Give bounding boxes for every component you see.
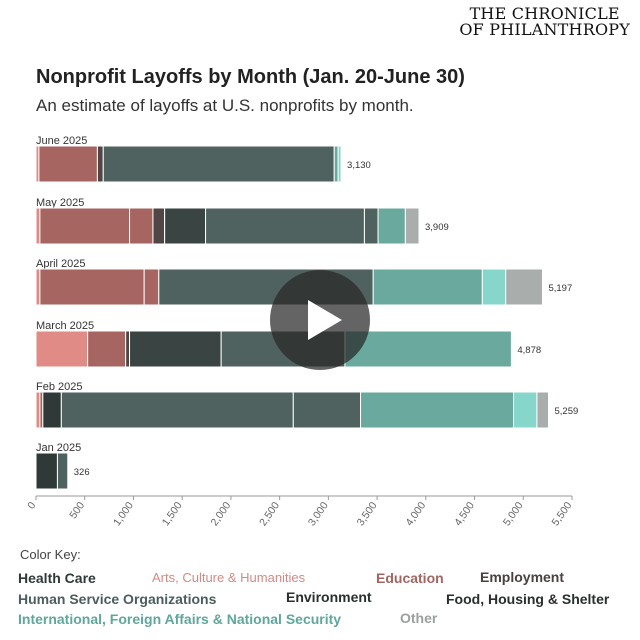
legend-item: Other	[400, 610, 438, 626]
legend-item: Environment	[286, 589, 372, 605]
legend-item: Education	[376, 570, 444, 586]
chart-subtitle: An estimate of layoffs at U.S. nonprofit…	[36, 96, 414, 115]
bar-segment	[35, 330, 89, 368]
bar-segment	[39, 268, 145, 306]
legend-item: International, Foreign Affairs & Nationa…	[18, 611, 342, 627]
play-icon	[308, 300, 342, 340]
total-label: 5,197	[548, 283, 572, 294]
x-tick-label: 4,500	[452, 500, 477, 528]
legend-title: Color Key:	[20, 547, 81, 562]
bar-segment	[39, 207, 131, 245]
bar-segment	[333, 145, 339, 183]
bar-segment	[513, 391, 538, 429]
legend-item: Health Care	[18, 570, 96, 586]
bar-segment	[404, 207, 420, 245]
legend-item: Employment	[480, 569, 565, 585]
chart-title: Nonprofit Layoffs by Month (Jan. 20-June…	[36, 66, 465, 88]
legend-item: Food, Housing & Shelter	[446, 591, 610, 607]
bar-segment	[360, 391, 515, 429]
total-label: 4,878	[517, 345, 541, 356]
bar-segment	[60, 391, 294, 429]
publication-logo: THE CHRONICLE OF PHILANTHROPY	[459, 6, 630, 38]
total-label: 326	[74, 467, 90, 478]
total-label: 5,259	[555, 406, 579, 417]
x-tick-label: 500	[67, 500, 87, 521]
month-label: June 2025	[36, 135, 87, 147]
bar-segment	[87, 330, 127, 368]
x-tick-label: 5,500	[550, 500, 575, 528]
stacked-bar-chart: June 2025 3,130 May 2025 3,909 April 2025 5,1…	[25, 135, 579, 528]
bar-segment	[152, 207, 166, 245]
bar-segment	[35, 452, 58, 490]
bar-segment	[125, 330, 131, 368]
play-button[interactable]	[270, 270, 370, 370]
month-label: May 2025	[36, 197, 84, 209]
bar-segment	[372, 268, 483, 306]
total-label: 3,130	[347, 160, 371, 171]
month-label: March 2025	[36, 320, 94, 332]
x-tick-label: 5,000	[501, 500, 526, 528]
brand-line-2: OF PHILANTHROPY	[459, 20, 630, 39]
bar-segment	[377, 207, 406, 245]
bar-segment	[96, 145, 104, 183]
bar-segment	[35, 391, 41, 429]
x-tick-label: 2,500	[257, 500, 282, 528]
x-tick-label: 3,000	[306, 500, 331, 528]
legend-item: Arts, Culture & Humanities	[152, 570, 306, 585]
bar-segment	[35, 268, 41, 306]
month-label: Feb 2025	[36, 381, 82, 393]
bar-segment	[505, 268, 543, 306]
bar-segment	[292, 391, 362, 429]
bar-segment	[35, 207, 41, 245]
bar-segment	[337, 145, 342, 183]
x-tick-label: 3,500	[355, 500, 380, 528]
bar-segment	[129, 207, 154, 245]
brand-line-1: THE CHRONICLE	[469, 4, 620, 23]
bar-segment	[363, 207, 379, 245]
bar-segment	[38, 145, 98, 183]
x-tick-label: 4,000	[403, 500, 428, 528]
bar-segment	[129, 330, 222, 368]
bar-segment	[42, 391, 62, 429]
bar-segment	[102, 145, 335, 183]
x-tick-label: 0	[25, 500, 38, 512]
bar-segment	[536, 391, 550, 429]
x-tick-label: 2,000	[208, 500, 233, 528]
bar-segment	[205, 207, 365, 245]
bar-segment	[481, 268, 507, 306]
legend-item: Human Service Organizations	[18, 591, 217, 607]
bar-segment	[164, 207, 207, 245]
total-label: 3,909	[425, 222, 449, 233]
month-label: April 2025	[36, 258, 86, 270]
x-tick-label: 1,000	[111, 500, 136, 528]
bar-segment	[56, 452, 69, 490]
x-tick-label: 1,500	[160, 500, 185, 528]
month-label: Jan 2025	[36, 442, 81, 454]
bar-segment	[143, 268, 160, 306]
bar-segment	[344, 330, 512, 368]
